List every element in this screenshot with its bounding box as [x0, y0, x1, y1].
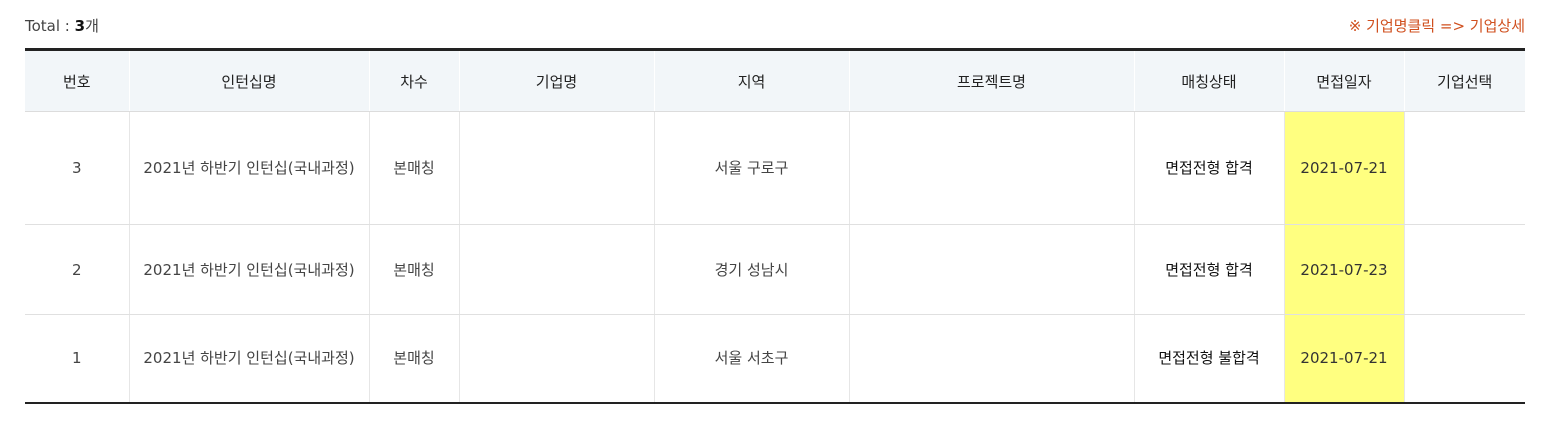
matching-status: 면접전형 합격: [1134, 111, 1285, 225]
matching-round: 본매칭: [369, 314, 460, 403]
header-region: 지역: [654, 49, 850, 112]
internship-name: 2021년 하반기 인턴십(국내과정): [129, 111, 370, 225]
interview-date: 2021-07-21: [1284, 314, 1405, 403]
table-header-row: 번호 인턴십명 차수 기업명 지역 프로젝트명 매칭상태 면접일자 기업선택: [25, 49, 1525, 112]
total-count: Total : 3개: [25, 15, 99, 36]
row-number: 3: [25, 111, 130, 225]
total-count-value: 3: [74, 17, 86, 35]
project-name: [849, 111, 1135, 225]
header-round: 차수: [369, 49, 460, 112]
header-company-select: 기업선택: [1404, 49, 1525, 112]
matching-round: 본매칭: [369, 224, 460, 315]
matching-round: 본매칭: [369, 111, 460, 225]
header-matching-status: 매칭상태: [1134, 49, 1285, 112]
matching-status: 면접전형 불합격: [1134, 314, 1285, 403]
table-row: 2 2021년 하반기 인턴십(국내과정) 본매칭 경기 성남시 면접전형 합격…: [25, 224, 1525, 315]
project-name: [849, 314, 1135, 403]
company-name-link[interactable]: [459, 224, 655, 315]
matching-status: 면접전형 합격: [1134, 224, 1285, 315]
row-number: 1: [25, 314, 130, 403]
internship-matching-panel: Total : 3개 ※ 기업명클릭 => 기업상세 번호 인턴십명 차수 기업…: [25, 0, 1525, 404]
company-select-cell[interactable]: [1404, 111, 1525, 225]
region: 경기 성남시: [654, 224, 850, 315]
row-number: 2: [25, 224, 130, 315]
total-count-unit: 개: [85, 17, 99, 35]
project-name: [849, 224, 1135, 315]
region: 서울 서초구: [654, 314, 850, 403]
company-name-link[interactable]: [459, 314, 655, 403]
header-interview-date: 면접일자: [1284, 49, 1405, 112]
interview-date: 2021-07-21: [1284, 111, 1405, 225]
header-number: 번호: [25, 49, 130, 112]
header-company-name: 기업명: [459, 49, 655, 112]
table-toolbar: Total : 3개 ※ 기업명클릭 => 기업상세: [25, 0, 1525, 48]
company-select-cell[interactable]: [1404, 224, 1525, 315]
table-row: 3 2021년 하반기 인턴십(국내과정) 본매칭 서울 구로구 면접전형 합격…: [25, 111, 1525, 225]
region: 서울 구로구: [654, 111, 850, 225]
company-select-cell[interactable]: [1404, 315, 1525, 403]
internship-name: 2021년 하반기 인턴십(국내과정): [129, 314, 370, 403]
internship-name: 2021년 하반기 인턴십(국내과정): [129, 224, 370, 315]
matching-table: 번호 인턴십명 차수 기업명 지역 프로젝트명 매칭상태 면접일자 기업선택 3…: [25, 48, 1525, 404]
company-detail-notice: ※ 기업명클릭 => 기업상세: [1348, 17, 1525, 35]
interview-date: 2021-07-23: [1284, 224, 1405, 315]
table-row: 1 2021년 하반기 인턴십(국내과정) 본매칭 서울 서초구 면접전형 불합…: [25, 314, 1525, 403]
header-project-name: 프로젝트명: [849, 49, 1135, 112]
total-label: Total :: [25, 17, 75, 35]
header-internship-name: 인턴십명: [129, 49, 370, 112]
company-name-link[interactable]: [459, 111, 655, 225]
